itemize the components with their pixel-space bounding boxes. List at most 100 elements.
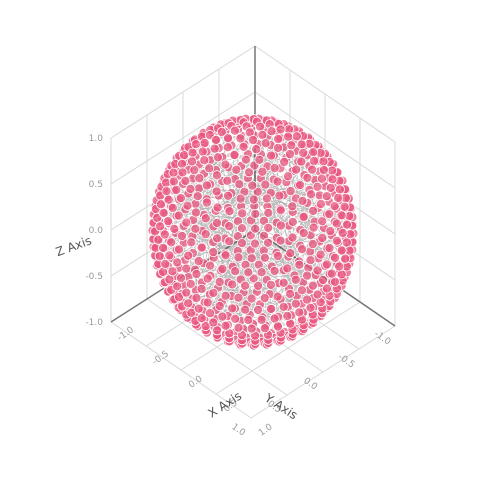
data-point <box>210 144 219 153</box>
z-tick-label: 0.5 <box>89 180 103 190</box>
data-point <box>203 274 212 283</box>
data-point <box>337 246 346 255</box>
y-tick-label: 0.0 <box>301 376 319 393</box>
data-point <box>275 191 284 200</box>
data-point <box>273 143 282 152</box>
data-point <box>198 147 207 156</box>
data-point <box>234 323 243 332</box>
data-point <box>264 223 273 232</box>
data-point <box>297 157 306 166</box>
data-point <box>303 173 312 182</box>
data-point <box>276 236 285 245</box>
data-point <box>276 221 285 230</box>
data-point <box>316 199 325 208</box>
data-point <box>168 203 177 212</box>
data-point <box>260 253 269 262</box>
data-point <box>308 281 317 290</box>
data-point <box>283 311 292 320</box>
data-point <box>162 187 171 196</box>
data-point <box>335 185 344 194</box>
data-point <box>325 244 334 253</box>
data-point <box>173 282 182 291</box>
data-point <box>258 167 267 176</box>
data-point <box>322 284 331 293</box>
data-point <box>183 201 192 210</box>
data-point <box>241 281 250 290</box>
z-tick-label: -0.5 <box>85 272 103 282</box>
z-tick-label: 0.0 <box>89 226 104 236</box>
data-point <box>276 206 285 215</box>
data-point <box>237 224 246 233</box>
data-point <box>230 126 239 135</box>
data-point <box>235 180 244 189</box>
data-point <box>159 243 168 252</box>
data-point <box>328 175 337 184</box>
data-point <box>241 305 250 314</box>
data-point <box>234 253 243 262</box>
data-point <box>184 251 193 260</box>
data-point <box>309 223 318 232</box>
data-point <box>319 166 328 175</box>
data-point <box>169 168 178 177</box>
data-point <box>234 293 243 302</box>
data-point <box>186 184 195 193</box>
data-point <box>205 164 214 173</box>
data-point <box>225 207 234 216</box>
data-point <box>257 268 266 277</box>
data-point <box>247 294 256 303</box>
data-point <box>258 130 267 139</box>
data-point <box>186 279 195 288</box>
data-point <box>283 264 292 273</box>
data-point <box>178 168 187 177</box>
data-point <box>156 222 165 231</box>
data-point <box>254 281 263 290</box>
data-point <box>161 259 170 268</box>
data-point <box>330 253 339 262</box>
data-point <box>249 195 258 204</box>
data-point <box>334 193 343 202</box>
data-point <box>181 176 190 185</box>
data-point <box>252 145 261 154</box>
data-point <box>325 209 334 218</box>
data-point <box>330 202 339 211</box>
data-point <box>284 132 293 141</box>
data-point <box>326 227 335 236</box>
data-point <box>191 224 200 233</box>
data-point <box>180 151 189 160</box>
data-point <box>228 304 237 313</box>
data-point <box>221 291 230 300</box>
data-point <box>245 168 254 177</box>
data-point <box>273 292 282 301</box>
x-tick-label: -0.5 <box>151 349 171 367</box>
data-points <box>148 114 358 350</box>
data-point <box>182 264 191 273</box>
data-point <box>213 203 222 212</box>
data-point <box>237 239 246 248</box>
data-point <box>327 269 336 278</box>
data-point <box>288 233 297 242</box>
z-axis-title: Z Axis <box>54 233 93 259</box>
data-point <box>221 321 230 330</box>
data-point <box>168 267 177 276</box>
data-point <box>288 202 297 211</box>
data-point <box>273 252 282 261</box>
data-point <box>248 135 257 144</box>
data-point <box>221 160 230 169</box>
data-point <box>273 177 282 186</box>
data-point <box>212 187 221 196</box>
data-point <box>215 277 224 286</box>
data-point <box>209 248 218 257</box>
data-point <box>200 138 209 147</box>
data-point <box>164 195 173 204</box>
data-point <box>338 228 347 237</box>
data-point <box>303 271 312 280</box>
data-point <box>244 315 253 324</box>
data-point <box>299 148 308 157</box>
y-tick-label: -1.0 <box>372 329 392 347</box>
data-point <box>201 214 210 223</box>
data-point <box>173 258 182 267</box>
data-point <box>241 155 250 164</box>
data-point <box>263 238 272 247</box>
data-point <box>184 299 193 308</box>
